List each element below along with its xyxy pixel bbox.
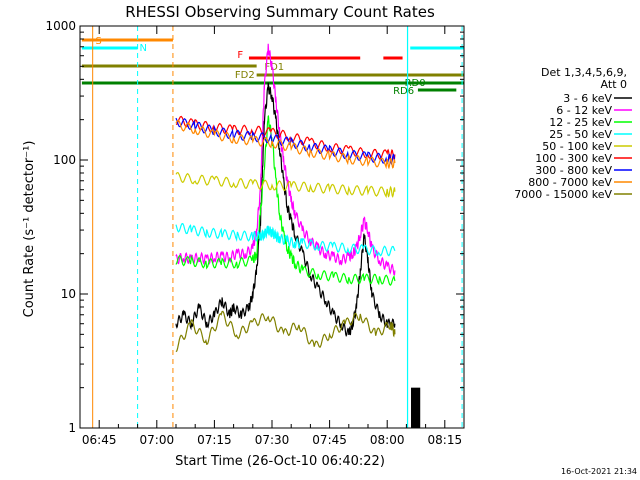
flag-label: S (95, 36, 101, 47)
legend-entry-label: 7000 - 15000 keV (514, 188, 612, 201)
flag-label: RD0 (405, 78, 426, 89)
flag-label: N (140, 43, 147, 54)
series-line (175, 222, 396, 257)
x-tick-label: 07:15 (197, 433, 232, 447)
flag-label: F (237, 50, 243, 61)
legend-entry-label: 6 - 12 keV (556, 104, 612, 117)
series-line (175, 117, 396, 166)
legend-header-line: Att 0 (601, 78, 627, 91)
legend-entry-label: 800 - 7000 keV (528, 176, 612, 189)
legend-entry-label: 50 - 100 keV (542, 140, 612, 153)
data-gap-block (411, 387, 421, 428)
series-layer (175, 43, 396, 353)
x-tick-label: 07:00 (140, 433, 175, 447)
flag-label: FD1 (264, 62, 284, 73)
series-line (175, 310, 396, 353)
legend-header-line: Det 1,3,4,5,6,9, (541, 66, 627, 79)
x-axis: 06:45 07:00 07:15 07:30 07:45 08:00 08:15 (82, 26, 462, 447)
series-line (175, 43, 396, 276)
y-tick-label: 10 (61, 287, 76, 301)
y-tick-label: 100 (53, 153, 76, 167)
series-line (175, 119, 396, 170)
series-line (175, 172, 396, 199)
legend-entry-label: 3 - 6 keV (563, 92, 612, 105)
series-line (175, 82, 396, 337)
legend-entry-label: 100 - 300 keV (535, 152, 612, 165)
x-tick-label: 07:30 (255, 433, 290, 447)
x-tick-label: 07:45 (312, 433, 347, 447)
chart-title: RHESSI Observing Summary Count Rates (125, 3, 435, 21)
legend-entry-label: 25 - 50 keV (549, 128, 612, 141)
flag-label: FD2 (235, 70, 255, 81)
flag-label: RD6 (393, 86, 414, 97)
legend-entry-label: 300 - 800 keV (535, 164, 612, 177)
x-tick-label: 08:00 (370, 433, 405, 447)
series-line (175, 115, 396, 286)
x-tick-label: 06:45 (82, 433, 117, 447)
y-axis: 1 10 100 1000 (45, 19, 464, 435)
generation-timestamp: 16-Oct-2021 21:34 (561, 467, 637, 476)
attenuator-markers (92, 26, 463, 428)
y-axis-label: Count Rate (s⁻¹ detector⁻¹) (22, 141, 37, 318)
x-axis-label: Start Time (26-Oct-10 06:40:22) (175, 454, 385, 469)
y-tick-label: 1000 (45, 19, 76, 33)
legend-entry-label: 12 - 25 keV (549, 116, 612, 129)
x-tick-label: 08:15 (428, 433, 463, 447)
y-tick-label: 1 (68, 421, 76, 435)
